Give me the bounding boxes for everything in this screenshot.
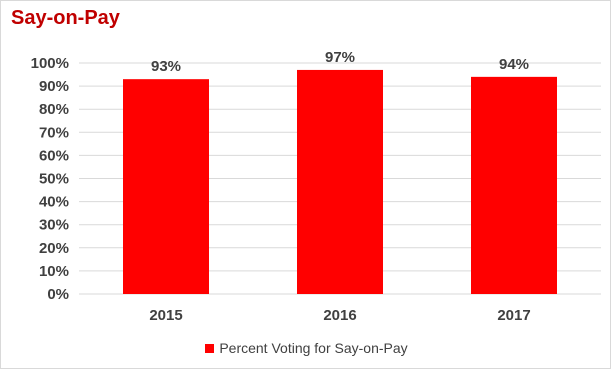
legend-label: Percent Voting for Say-on-Pay [219, 340, 408, 356]
data-label: 93% [151, 58, 181, 75]
y-tick-label: 60% [39, 147, 69, 164]
y-tick-label: 0% [47, 286, 69, 303]
bar [471, 76, 557, 294]
bar [123, 79, 209, 294]
x-tick-label: 2015 [149, 307, 182, 324]
data-label: 94% [499, 56, 529, 73]
y-tick-label: 40% [39, 194, 69, 211]
x-tick-label: 2017 [497, 307, 530, 324]
chart-title: Say-on-Pay [11, 7, 120, 29]
y-tick-label: 50% [39, 171, 69, 188]
y-tick-label: 80% [39, 101, 69, 118]
y-tick-label: 10% [39, 263, 69, 280]
legend-swatch [205, 344, 215, 353]
y-tick-label: 70% [39, 124, 69, 141]
bar-chart-plot: 0% 10% 20% 30% 40% 50% 60% 70% 80% 90% 100% 93% 2015… [31, 49, 601, 324]
x-tick-label: 2016 [323, 307, 356, 324]
bar [297, 69, 383, 295]
data-label: 97% [325, 49, 355, 66]
y-tick-label: 100% [31, 55, 69, 72]
y-tick-label: 20% [39, 240, 69, 257]
y-tick-label: 90% [39, 78, 69, 95]
legend: Percent Voting for Say-on-Pay [1, 340, 611, 356]
y-tick-label: 30% [39, 217, 69, 234]
